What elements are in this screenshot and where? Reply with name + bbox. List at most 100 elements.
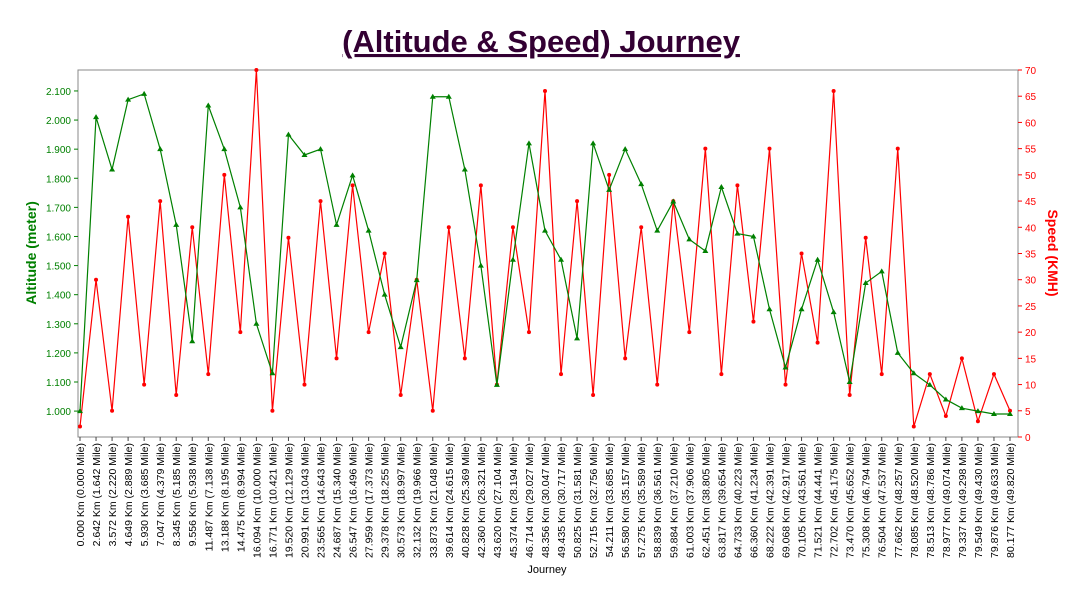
y-tick-label: 1.100 bbox=[46, 378, 71, 389]
x-tick-label: 73.470 Km (45.652 Mile) bbox=[845, 443, 857, 558]
altitude-marker bbox=[365, 227, 372, 233]
altitude-marker bbox=[974, 408, 981, 414]
x-tick-label: 24.687 Km (15.340 Mile) bbox=[332, 443, 344, 558]
chart-title: (Altitude & Speed) Journey bbox=[342, 24, 741, 59]
x-tick-label: 8.345 Km (5.185 Mile) bbox=[171, 443, 183, 546]
x-tick-label: 56.580 Km (35.157 Mile) bbox=[620, 443, 632, 558]
altitude-marker bbox=[237, 204, 244, 210]
altitude-marker bbox=[269, 370, 276, 376]
x-tick-label: 13.188 Km (8.195 Mile) bbox=[219, 443, 231, 552]
x-tick-label: 14.475 Km (8.994 Mile) bbox=[235, 443, 247, 552]
y2-tick-label: 5 bbox=[1025, 407, 1031, 418]
altitude-marker bbox=[493, 381, 500, 387]
x-tick-label: 40.828 Km (25.369 Mile) bbox=[460, 443, 472, 558]
altitude-marker bbox=[317, 146, 324, 152]
speed-marker bbox=[575, 199, 580, 204]
y2-tick-label: 25 bbox=[1025, 302, 1037, 313]
speed-marker bbox=[959, 356, 964, 361]
y2-tick-label: 20 bbox=[1025, 328, 1037, 339]
altitude-marker bbox=[862, 280, 869, 286]
speed-marker bbox=[270, 408, 275, 413]
altitude-marker bbox=[718, 183, 725, 189]
speed-marker bbox=[1008, 408, 1012, 413]
x-tick-label: 52.715 Km (32.756 Mile) bbox=[588, 443, 600, 558]
y-axis-label: Altitude (meter) bbox=[23, 201, 39, 304]
y-tick-label: 1.400 bbox=[46, 291, 71, 302]
series-line bbox=[79, 93, 1010, 415]
altitude-marker bbox=[782, 364, 789, 370]
altitude-marker bbox=[477, 262, 484, 268]
altitude-marker bbox=[445, 93, 452, 99]
x-tick-label: 79.549 Km (49.430 Mile) bbox=[973, 443, 985, 558]
x-tick-label: 4.649 Km (2.889 Mile) bbox=[123, 443, 135, 546]
altitude-marker bbox=[525, 140, 532, 146]
speed-marker bbox=[687, 330, 692, 335]
x-tick-label: 20.991 Km (13.043 Mile) bbox=[299, 443, 311, 558]
y-tick-label: 1.200 bbox=[46, 349, 71, 360]
altitude-marker bbox=[942, 396, 949, 402]
speed-marker bbox=[783, 382, 788, 387]
speed-marker bbox=[286, 235, 291, 240]
altitude-marker bbox=[349, 172, 356, 178]
speed-marker bbox=[975, 419, 980, 424]
altitude-marker bbox=[93, 114, 100, 120]
x-tick-label: 11.487 Km (7.138 Mile) bbox=[203, 443, 215, 551]
speed-marker bbox=[719, 372, 724, 377]
altitude-marker bbox=[606, 186, 613, 192]
y2-tick-label: 15 bbox=[1025, 354, 1037, 365]
x-tick-label: 63.817 Km (39.654 Mile) bbox=[716, 443, 728, 558]
speed-marker bbox=[350, 183, 355, 188]
y2-tick-label: 35 bbox=[1025, 250, 1037, 261]
altitude-marker bbox=[702, 248, 709, 254]
x-tick-label: 54.211 Km (33.685 Mile) bbox=[604, 443, 616, 557]
plot-frame bbox=[77, 69, 1019, 438]
x-tick-label: 43.620 Km (27.104 Mile) bbox=[492, 443, 504, 558]
y-tick-label: 1.700 bbox=[46, 203, 71, 214]
altitude-marker bbox=[558, 256, 565, 262]
speed-marker bbox=[302, 382, 307, 387]
y-tick-label: 1.900 bbox=[46, 145, 71, 156]
y-tick-label: 2.000 bbox=[46, 116, 71, 127]
speed-marker bbox=[110, 408, 115, 413]
speed-marker bbox=[398, 393, 403, 398]
x-tick-label: 32.132 Km (19.966 Mile) bbox=[412, 443, 424, 558]
y-tick-label: 1.600 bbox=[46, 232, 71, 243]
speed-marker bbox=[831, 88, 836, 93]
y-tick-label: 1.300 bbox=[46, 320, 71, 331]
speed-marker bbox=[895, 146, 900, 151]
altitude-marker bbox=[381, 291, 388, 297]
x-tick-label: 5.930 Km (3.685 Mile) bbox=[139, 443, 151, 546]
y-tick-label: 1.500 bbox=[46, 262, 71, 273]
x-tick-label: 78.513 Km (48.786 Mile) bbox=[925, 443, 937, 558]
speed-marker bbox=[751, 319, 756, 324]
altitude-marker bbox=[157, 146, 164, 152]
speed-marker bbox=[591, 393, 596, 398]
altitude-marker bbox=[622, 146, 629, 152]
speed-marker bbox=[190, 225, 195, 230]
x-tick-label: 62.451 Km (38.805 Mile) bbox=[700, 443, 712, 558]
y2-tick-label: 60 bbox=[1025, 118, 1037, 129]
speed-marker bbox=[318, 199, 323, 204]
speed-marker bbox=[206, 372, 211, 377]
speed-marker bbox=[222, 172, 227, 177]
altitude-marker bbox=[894, 349, 901, 355]
x-tick-label: 76.504 Km (47.537 Mile) bbox=[877, 443, 889, 558]
speed-marker bbox=[510, 225, 515, 230]
speed-marker bbox=[703, 146, 708, 151]
speed-marker bbox=[799, 251, 804, 256]
x-tick-label: 79.337 Km (49.298 Mile) bbox=[957, 443, 969, 558]
speed-marker bbox=[126, 214, 131, 219]
speed-marker bbox=[559, 372, 564, 377]
speed-marker bbox=[911, 424, 916, 429]
altitude-marker bbox=[413, 277, 420, 283]
speed-marker bbox=[607, 172, 612, 177]
y2-tick-label: 65 bbox=[1025, 92, 1037, 103]
speed-marker bbox=[767, 146, 772, 151]
x-tick-label: 59.884 Km (37.210 Mile) bbox=[668, 443, 680, 558]
altitude-marker bbox=[830, 309, 837, 315]
x-tick-label: 72.702 Km (45.175 Mile) bbox=[829, 443, 841, 558]
speed-marker bbox=[623, 356, 628, 361]
altitude-marker bbox=[846, 378, 853, 384]
x-tick-label: 78.977 Km (49.074 Mile) bbox=[941, 443, 953, 558]
